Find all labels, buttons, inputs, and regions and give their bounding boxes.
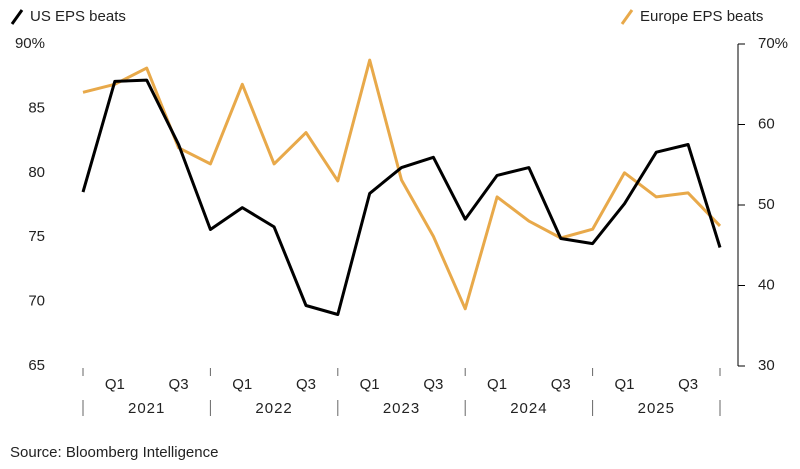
y2-tick-label: 30	[758, 357, 775, 374]
x-tick-label: Q1	[105, 376, 125, 393]
y-tick-label: 70	[28, 293, 45, 310]
x-tick-label: Q1	[232, 376, 252, 393]
y-tick-label: 80	[28, 164, 45, 181]
year-label: 2023	[383, 400, 420, 417]
year-label: 2024	[510, 400, 547, 417]
x-tick-label: Q1	[614, 376, 634, 393]
y-tick-label: 90%	[15, 35, 45, 52]
y-tick-label: 85	[28, 99, 45, 116]
year-label: 2022	[255, 400, 292, 417]
x-tick-label: Q3	[551, 376, 571, 393]
x-tick-label: Q1	[360, 376, 380, 393]
line-series	[82, 58, 722, 311]
y-tick-label: 75	[28, 228, 45, 245]
source-note: Source: Bloomberg Intelligence	[10, 444, 218, 461]
x-tick-label: Q3	[169, 376, 189, 393]
y2-tick-label: 70%	[758, 35, 788, 52]
legend-label: US EPS beats	[30, 8, 126, 25]
x-tick-label: Q3	[678, 376, 698, 393]
legend-swatch	[10, 9, 24, 25]
year-label: 2025	[638, 400, 675, 417]
legend-label: Europe EPS beats	[640, 8, 763, 25]
x-tick-label: Q1	[487, 376, 507, 393]
x-tick-label: Q3	[423, 376, 443, 393]
y2-tick-label: 50	[758, 196, 775, 213]
line-series	[81, 78, 722, 316]
year-label: 2021	[128, 400, 165, 417]
legend-swatch	[620, 9, 634, 25]
x-tick-label: Q3	[296, 376, 316, 393]
y2-tick-label: 40	[758, 276, 775, 293]
y2-tick-label: 60	[758, 115, 775, 132]
y-tick-label: 65	[28, 357, 45, 374]
